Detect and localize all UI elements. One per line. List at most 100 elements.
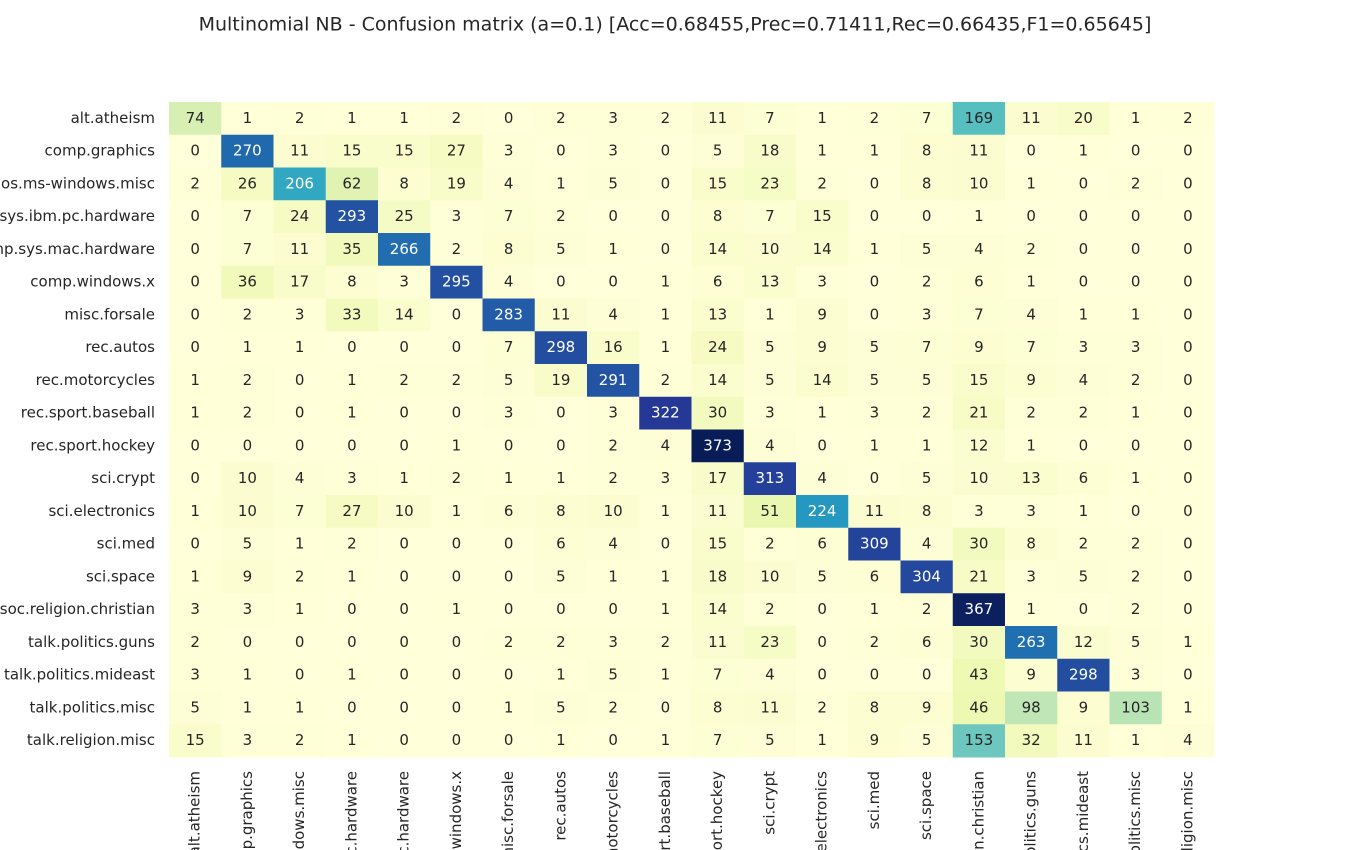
cell-label: 5 <box>765 731 775 749</box>
cell-label: 1 <box>1026 436 1036 454</box>
cell-label: 8 <box>713 207 723 225</box>
cell-label: 1 <box>661 502 671 520</box>
heatmap-cell <box>1161 364 1215 398</box>
heatmap-cell <box>900 527 954 561</box>
heatmap-cell <box>169 429 222 463</box>
cell-label: 1 <box>1079 305 1089 323</box>
heatmap-cell <box>691 626 745 660</box>
cell-label: 0 <box>556 436 566 454</box>
y-tick-label: alt.atheism <box>71 109 155 127</box>
heatmap-cell <box>1161 691 1215 725</box>
cell-label: 0 <box>504 600 514 618</box>
heatmap-cell <box>743 560 797 594</box>
heatmap-cell <box>952 265 1006 299</box>
heatmap-cell <box>639 462 692 496</box>
heatmap-cell <box>325 724 379 758</box>
cell-label: 0 <box>190 436 200 454</box>
heatmap-cell <box>639 527 692 561</box>
cell-label: 0 <box>661 535 671 553</box>
y-tick-label: talk.politics.mideast <box>4 666 155 684</box>
cell-label: 7 <box>243 207 253 225</box>
heatmap-cell <box>691 429 745 463</box>
cell-label: 2 <box>1026 240 1036 258</box>
heatmap-cell <box>169 691 222 725</box>
cell-label: 1 <box>243 109 253 127</box>
cell-label: 1 <box>1131 469 1141 487</box>
x-tick-label: rec.sport.baseball <box>656 771 674 850</box>
heatmap-cell <box>743 102 797 136</box>
heatmap-cell <box>378 134 431 168</box>
cell-label: 0 <box>556 142 566 160</box>
cell-label: 3 <box>243 731 253 749</box>
heatmap-cell <box>639 167 692 201</box>
heatmap-cell <box>534 134 588 168</box>
cell-label: 0 <box>504 731 514 749</box>
heatmap-cell <box>743 265 797 299</box>
y-tick-label: rec.sport.hockey <box>30 436 155 454</box>
heatmap-cell <box>273 626 327 660</box>
heatmap-cell <box>169 102 222 136</box>
y-tick-label: comp.graphics <box>45 142 156 160</box>
cell-label: 11 <box>865 502 884 520</box>
heatmap-cell <box>743 396 797 430</box>
heatmap-cell <box>378 691 431 725</box>
cell-label: 5 <box>556 698 566 716</box>
cell-label: 0 <box>190 142 200 160</box>
heatmap-cell <box>848 593 901 627</box>
heatmap-cell <box>169 560 222 594</box>
heatmap-cell <box>639 626 692 660</box>
heatmap-cell <box>1057 233 1110 267</box>
heatmap-cell <box>900 626 954 660</box>
cell-label: 10 <box>760 567 779 585</box>
cell-label: 12 <box>969 436 988 454</box>
heatmap-cell <box>743 134 797 168</box>
cell-label: 1 <box>661 600 671 618</box>
heatmap-cell <box>430 265 483 299</box>
heatmap-cell <box>691 102 745 136</box>
heatmap-cell <box>221 462 274 496</box>
heatmap-cell <box>430 724 483 758</box>
heatmap-cell <box>221 265 274 299</box>
heatmap-cell <box>534 298 588 332</box>
cell-label: 0 <box>347 338 357 356</box>
cell-label: 17 <box>708 469 727 487</box>
heatmap-cell <box>691 658 745 692</box>
cell-label: 2 <box>817 174 827 192</box>
heatmap-cell <box>221 658 274 692</box>
heatmap-cell <box>691 331 745 365</box>
cell-label: 103 <box>1121 698 1150 716</box>
cell-label: 0 <box>399 698 409 716</box>
cell-label: 2 <box>1131 174 1141 192</box>
heatmap-cell <box>639 560 692 594</box>
cell-label: 0 <box>817 666 827 684</box>
cell-label: 0 <box>608 273 618 291</box>
heatmap-cell <box>639 265 692 299</box>
heatmap-cell <box>1057 167 1110 201</box>
heatmap-cell <box>378 560 431 594</box>
cell-label: 0 <box>399 731 409 749</box>
heatmap-cell <box>273 462 327 496</box>
cell-label: 1 <box>661 338 671 356</box>
heatmap-cell <box>378 167 431 201</box>
heatmap-cell <box>1161 429 1215 463</box>
heatmap-cell <box>587 560 640 594</box>
cell-label: 2 <box>399 371 409 389</box>
heatmap-cell <box>430 429 483 463</box>
cell-label: 2 <box>452 240 462 258</box>
heatmap-cell <box>1109 396 1163 430</box>
y-tick-label: comp.windows.x <box>30 273 155 291</box>
cell-label: 43 <box>969 666 988 684</box>
heatmap-cell <box>743 626 797 660</box>
cell-label: 0 <box>608 731 618 749</box>
heatmap-cell <box>952 298 1006 332</box>
cell-label: 1 <box>974 207 984 225</box>
heatmap-cell <box>169 134 222 168</box>
cell-label: 19 <box>447 174 466 192</box>
heatmap-cell <box>952 495 1006 529</box>
heatmap-cell <box>1109 658 1163 692</box>
cell-label: 8 <box>922 174 932 192</box>
cell-label: 3 <box>817 273 827 291</box>
heatmap-cell <box>221 593 274 627</box>
cell-label: 3 <box>922 305 932 323</box>
cell-label: 1 <box>190 502 200 520</box>
